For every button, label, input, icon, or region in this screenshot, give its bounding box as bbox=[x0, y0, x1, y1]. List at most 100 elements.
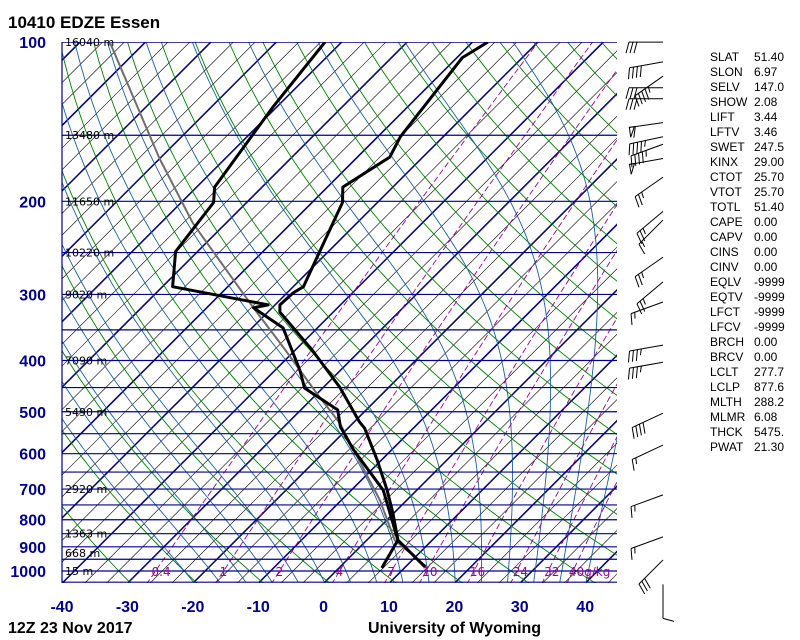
wind-barb-full bbox=[644, 88, 650, 100]
skew-guide-line bbox=[346, 311, 617, 583]
dry-adiabat-line bbox=[794, 33, 800, 584]
skew-guide-line bbox=[476, 442, 617, 583]
height-label: 13480 m bbox=[65, 129, 114, 142]
wind-barb-full bbox=[634, 276, 640, 288]
wind-barbs bbox=[625, 41, 675, 622]
mixing-ratio-line bbox=[566, 480, 617, 583]
skew-guide-line bbox=[62, 42, 430, 411]
wind-barb-full bbox=[631, 367, 634, 379]
isotherm-line bbox=[62, 42, 473, 453]
skew-guide-line bbox=[62, 42, 343, 323]
stat-value-lift: 3.44 bbox=[754, 110, 778, 124]
pressure-tick-label: 200 bbox=[19, 194, 46, 211]
wind-barb-full bbox=[630, 506, 633, 518]
dry-adiabat-line bbox=[62, 429, 198, 583]
temperature-tick-label: 40 bbox=[576, 599, 594, 616]
wind-barb-full bbox=[635, 349, 638, 362]
mixing-ratio-label: 1 bbox=[220, 565, 228, 579]
wind-barb-full bbox=[642, 422, 646, 434]
skew-guide-line bbox=[106, 72, 617, 583]
wind-barb bbox=[628, 122, 664, 138]
height-label: 16040 m bbox=[65, 36, 114, 49]
skew-guide-line bbox=[455, 420, 617, 583]
wind-barb-half bbox=[635, 457, 638, 465]
wind-barb-full bbox=[636, 142, 639, 154]
wind-barb-full bbox=[635, 366, 638, 379]
moist-adiabat-line bbox=[62, 243, 299, 583]
dry-adiabat-line bbox=[228, 42, 617, 475]
stat-value-swet: 247.5 bbox=[754, 140, 784, 154]
stat-value-kinx: 29.00 bbox=[754, 155, 784, 169]
pressure-tick-label: 600 bbox=[19, 447, 46, 464]
wind-barb-full bbox=[631, 67, 634, 79]
wind-barb-staff bbox=[631, 412, 664, 428]
wind-barb-full bbox=[625, 87, 630, 99]
skew-guide-line bbox=[62, 42, 583, 563]
dry-adiabat-line bbox=[194, 42, 617, 515]
stat-value-lclt: 277.7 bbox=[754, 365, 784, 379]
wind-barb bbox=[630, 143, 664, 168]
dry-adiabat-line bbox=[296, 42, 617, 397]
dry-adiabat-line bbox=[397, 42, 617, 282]
stat-key-eqlv: EQLV bbox=[710, 275, 741, 289]
wind-barb bbox=[638, 559, 664, 595]
stat-key-cins: CINS bbox=[710, 245, 739, 259]
skew-guide-line bbox=[62, 42, 561, 541]
moist-adiabat-line bbox=[106, 42, 404, 583]
mixing-ratio-label: 40g/kg bbox=[569, 565, 611, 579]
skew-guide-line bbox=[62, 42, 256, 236]
wind-barb bbox=[636, 211, 664, 244]
isotherm-line bbox=[520, 485, 617, 583]
wind-barb-full bbox=[641, 151, 644, 164]
dry-adiabat-line bbox=[62, 349, 264, 583]
skew-guide-line bbox=[367, 333, 617, 583]
isotherm-line bbox=[62, 42, 604, 583]
stat-value-show: 2.08 bbox=[754, 95, 778, 109]
dry-adiabat-line bbox=[127, 42, 596, 583]
skew-guide-line bbox=[171, 137, 617, 583]
stat-key-brcv: BRCV bbox=[710, 350, 743, 364]
wind-barb-full bbox=[629, 41, 634, 54]
wind-barb-full bbox=[632, 142, 635, 155]
chart-title: 10410 EDZE Essen bbox=[8, 13, 160, 32]
wind-barb-full bbox=[634, 95, 640, 107]
stat-key-lclt: LCLT bbox=[710, 365, 739, 379]
mixing-ratio-label: 10 bbox=[422, 565, 437, 579]
mixing-ratio-line bbox=[331, 139, 617, 583]
mixing-ratio-line bbox=[418, 249, 617, 583]
dry-adiabat-line bbox=[160, 42, 617, 556]
sounding-profiles bbox=[108, 42, 489, 569]
stat-key-ctot: CTOT bbox=[710, 170, 743, 184]
stat-value-vtot: 25.70 bbox=[754, 185, 784, 199]
mixing-ratio-label: 2 bbox=[275, 565, 283, 579]
temperature-tick-label: 10 bbox=[380, 599, 398, 616]
dry-adiabat-line bbox=[62, 264, 331, 583]
wind-barb bbox=[638, 219, 664, 255]
wind-barb-staff bbox=[638, 559, 664, 585]
wind-barb-flag bbox=[628, 162, 636, 175]
wind-barb-staff bbox=[631, 444, 664, 460]
isotherm-line bbox=[62, 42, 81, 61]
footer-source: University of Wyoming bbox=[368, 620, 541, 637]
skew-guide-line bbox=[62, 42, 191, 171]
wind-barb-full bbox=[630, 313, 633, 326]
dry-adiabat-line bbox=[533, 42, 617, 134]
skew-guide-line bbox=[498, 464, 617, 583]
wind-barb-half bbox=[641, 271, 644, 279]
wind-barb-staff bbox=[629, 136, 664, 145]
moist-adiabat-line bbox=[145, 42, 430, 583]
height-label: 7090 m bbox=[65, 355, 107, 368]
wind-barb-half bbox=[644, 140, 646, 147]
dry-adiabat-line bbox=[499, 42, 617, 171]
dry-adiabat-line bbox=[431, 42, 617, 245]
stat-key-capv: CAPV bbox=[710, 230, 743, 244]
temperature-tick-label: -30 bbox=[116, 599, 139, 616]
pressure-tick-label: 300 bbox=[19, 287, 46, 304]
wind-barb bbox=[625, 87, 663, 99]
wind-barb-staff bbox=[634, 176, 664, 198]
skew-guide-line bbox=[62, 42, 387, 367]
stat-key-selv: SELV bbox=[710, 80, 740, 94]
wind-barb bbox=[662, 584, 675, 622]
wind-barb-full bbox=[627, 67, 631, 80]
